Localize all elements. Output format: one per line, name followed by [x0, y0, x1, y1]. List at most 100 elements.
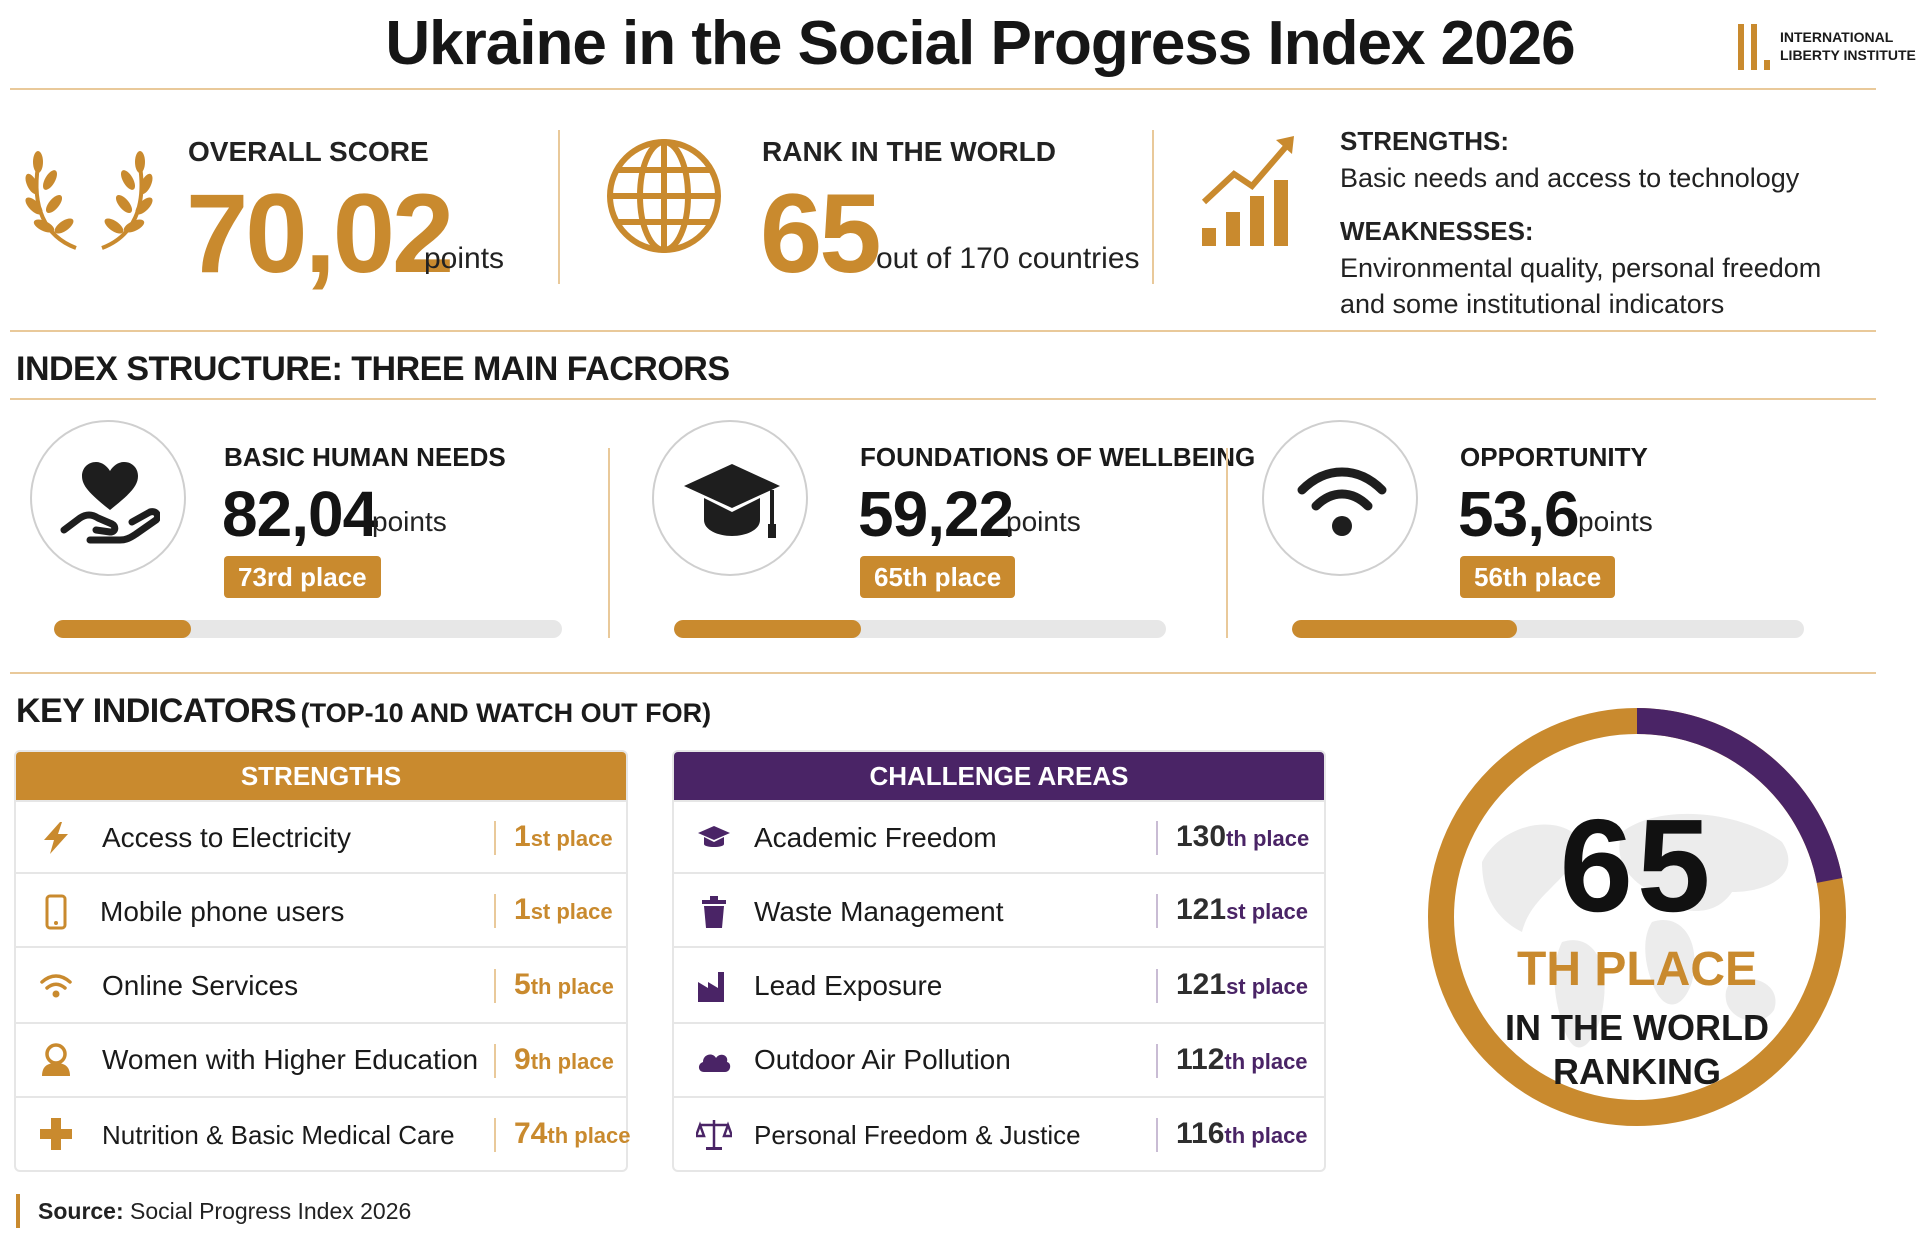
ranking-ring-graphic	[1428, 708, 1846, 1126]
indicator-rank: 1st place	[514, 893, 613, 926]
table-row: Nutrition & Basic Medical Care 74th plac…	[16, 1096, 631, 1172]
indicator-name: Women with Higher Education	[102, 1044, 479, 1075]
source-label: Source:	[38, 1198, 124, 1224]
table-row: Waste Management 121st place	[674, 872, 1324, 948]
lightning-icon	[44, 822, 68, 854]
section-divider	[10, 672, 1876, 674]
factor-divider	[608, 448, 610, 638]
factory-icon	[698, 972, 724, 1002]
woman-icon	[42, 1043, 70, 1076]
strengths-text: Basic needs and access to technology	[1340, 163, 1800, 193]
indicator-rank: 74th place	[514, 1117, 631, 1150]
indicator-name: Waste Management	[754, 896, 1004, 927]
rank-unit: out of 170 countries	[876, 242, 1140, 275]
factor-unit: points	[372, 506, 447, 537]
wifi-icon	[1297, 467, 1387, 536]
key-indicators-subtitle: (TOP-10 AND WATCH OUT FOR)	[300, 698, 712, 728]
overall-score-unit: points	[424, 242, 505, 275]
heart-hand-icon	[60, 462, 160, 544]
factor-place-badge: 73rd place	[224, 556, 381, 598]
challenge-areas-table-header: CHALLENGE AREAS	[674, 752, 1324, 800]
factor-score: 82,04	[222, 478, 378, 550]
key-indicators-heading: KEY INDICATORS (TOP-10 AND WATCH OUT FOR…	[16, 692, 711, 731]
indicator-name: Lead Exposure	[754, 970, 943, 1001]
factor-unit: points	[1006, 506, 1081, 537]
weaknesses-title: WEAKNESSES:	[1340, 216, 1534, 246]
graduation-cap-icon	[684, 464, 780, 538]
ranking-number: 65	[1559, 792, 1715, 939]
indicator-rank: 112th place	[1176, 1043, 1308, 1076]
indicator-rank: 5th place	[514, 968, 614, 1001]
indicator-rank: 1st place	[514, 820, 613, 853]
mobile-phone-icon	[45, 894, 67, 930]
table-row: Access to Electricity 1st place	[16, 800, 626, 874]
indicator-name: Outdoor Air Pollution	[754, 1044, 1011, 1075]
logo-line-2: LIBERTY INSTITUTE	[1780, 47, 1916, 63]
factor-label: BASIC HUMAN NEEDS	[224, 442, 506, 472]
indicator-rank: 121st place	[1176, 893, 1308, 926]
overall-score-value: 70,02	[186, 171, 454, 296]
factor-score: 53,6	[1458, 478, 1580, 550]
scales-icon	[696, 1120, 732, 1150]
challenge-areas-table: CHALLENGE AREAS Academic Freedom 130th p…	[672, 750, 1326, 1172]
source-text: Social Progress Index 2026	[130, 1198, 412, 1224]
weaknesses-line-2: and some institutional indicators	[1340, 289, 1725, 319]
factor-progress-track	[674, 620, 1166, 638]
laurel-wreath-icon	[24, 136, 154, 256]
factor-place-badge: 65th place	[860, 556, 1016, 598]
ranking-place-label: TH PLACE	[1517, 943, 1757, 996]
indicator-rank: 9th place	[514, 1043, 614, 1076]
indicator-name: Academic Freedom	[754, 822, 997, 853]
ranking-ring-highlight	[1428, 708, 1846, 1126]
factor-icon-circle	[1262, 420, 1418, 576]
factor-icon-circle	[30, 420, 186, 576]
indicator-name: Mobile phone users	[100, 896, 345, 927]
factor-place-badge: 56th place	[1460, 556, 1616, 598]
key-indicators-title: KEY INDICATORS	[16, 692, 297, 730]
cloud-icon	[698, 1054, 731, 1072]
factor-unit: points	[1578, 506, 1653, 537]
trash-can-icon	[702, 896, 726, 928]
page-title: Ukraine in the Social Progress Index 202…	[385, 9, 1575, 78]
factor-score: 59,22	[858, 478, 1014, 550]
indicator-rank: 130th place	[1176, 820, 1310, 853]
factor-progress-track	[54, 620, 562, 638]
factor-progress-track	[1292, 620, 1804, 638]
factor-icon-circle	[652, 420, 808, 576]
world-ranking-ring: 65 TH PLACE IN THE WORLD RANKING	[1412, 692, 1862, 1142]
graduation-cap-icon	[698, 826, 730, 847]
factor-label: OPPORTUNITY	[1460, 442, 1648, 472]
factor-progress-fill	[54, 620, 192, 638]
wifi-icon	[40, 974, 72, 998]
ranking-line-2: RANKING	[1553, 1051, 1721, 1092]
table-row: Mobile phone users 1st place	[16, 872, 626, 948]
indicator-rank: 116th place	[1176, 1117, 1308, 1150]
strengths-title: STRENGTHS:	[1340, 126, 1509, 156]
section-divider	[10, 330, 1876, 332]
factor-progress-fill	[674, 620, 861, 638]
stat-divider	[1152, 130, 1154, 284]
table-row: Women with Higher Education 9th place	[16, 1022, 626, 1098]
overall-score-label: OVERALL SCORE	[188, 136, 429, 167]
table-row: Lead Exposure 121st place	[674, 946, 1324, 1024]
source-note: Source: Social Progress Index 2026	[16, 1194, 411, 1228]
index-structure-heading: INDEX STRUCTURE: THREE MAIN FACRORS	[16, 350, 730, 388]
indicator-rank: 121st place	[1176, 968, 1308, 1001]
section-divider	[10, 398, 1876, 400]
medical-cross-icon	[40, 1118, 72, 1150]
table-row: Personal Freedom & Justice 116th place	[674, 1096, 1324, 1172]
rank-label: RANK IN THE WORLD	[762, 136, 1056, 167]
header-divider	[10, 88, 1876, 90]
strengths-table-header: STRENGTHS	[16, 752, 626, 800]
indicator-name: Online Services	[102, 970, 299, 1001]
stat-divider	[558, 130, 560, 284]
table-row: Online Services 5th place	[16, 946, 626, 1024]
indicator-name: Personal Freedom & Justice	[754, 1120, 1081, 1150]
factor-label: FOUNDATIONS OF WELLBEING	[860, 442, 1256, 472]
indicator-name: Access to Electricity	[102, 822, 351, 853]
ranking-line-1: IN THE WORLD	[1505, 1007, 1769, 1048]
table-row: Academic Freedom 130th place	[674, 800, 1324, 874]
rank-value: 65	[760, 171, 882, 296]
indicator-name: Nutrition & Basic Medical Care	[102, 1120, 455, 1150]
logo-mark-icon	[1738, 24, 1770, 70]
